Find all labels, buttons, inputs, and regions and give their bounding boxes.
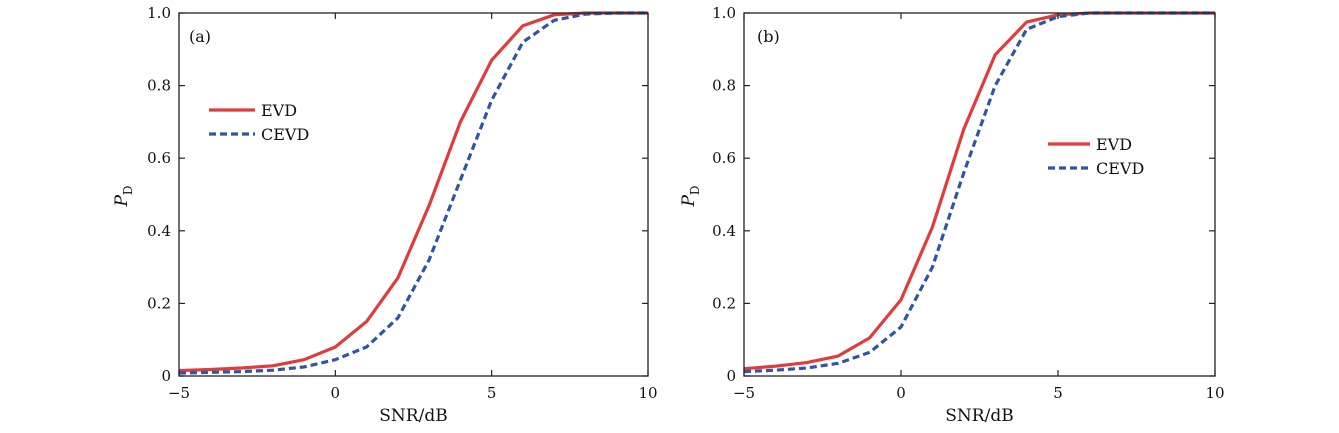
x-tick-label-a: 5 xyxy=(487,384,497,402)
y-tick-label-b: 1.0 xyxy=(712,4,736,22)
y-axis-label-main-b: P xyxy=(679,195,699,208)
plot-frame-b xyxy=(743,12,1216,377)
x-tick-label-a: 0 xyxy=(331,384,341,402)
legend-label-evd-a: EVD xyxy=(261,101,297,120)
series-line-evd-b xyxy=(743,11,1215,371)
y-tick-label-b: 0 xyxy=(726,367,736,385)
y-axis-label-sub-b: D xyxy=(688,185,702,195)
x-axis-label-b: SNR/dB xyxy=(945,406,1013,426)
x-tick-label-a: 10 xyxy=(638,384,657,402)
y-axis-label-sub-a: D xyxy=(121,185,135,195)
y-tick-label-a: 0 xyxy=(161,367,171,385)
y-axis-label-a: PD xyxy=(112,185,135,207)
chart-panel-a: (a) EVD CEVD SNR/dB PD −5 0 5 1000.20.40.60… xyxy=(112,4,658,426)
plot-area-b xyxy=(743,11,1215,374)
x-tick-label-b: 5 xyxy=(1053,384,1063,402)
x-tick-label-b: 10 xyxy=(1205,384,1224,402)
y-tick-label-a: 0.6 xyxy=(147,149,171,167)
chart-panel-b: (b) EVD CEVD SNR/dB PD −5 0 5 1000.20.40.60… xyxy=(679,4,1225,426)
series-line-evd-a xyxy=(178,11,648,373)
plot-area-a xyxy=(178,11,648,375)
y-tick-label-b: 0.4 xyxy=(712,222,736,240)
y-tick-label-a: 1.0 xyxy=(147,4,171,22)
panel-label-a: (a) xyxy=(189,27,211,46)
plot-frame-a xyxy=(178,12,649,377)
x-tick-label-a: −5 xyxy=(168,384,190,402)
legend-label-evd-b: EVD xyxy=(1096,135,1132,154)
legend-a: EVD CEVD xyxy=(209,101,309,144)
x-tick-label-b: −5 xyxy=(733,384,755,402)
y-tick-label-b: 0.8 xyxy=(712,77,736,95)
y-tick-label-b: 0.6 xyxy=(712,149,736,167)
y-axis-label-b: PD xyxy=(679,185,702,207)
y-axis-label-main-a: P xyxy=(112,195,132,208)
panel-label-b: (b) xyxy=(757,27,780,46)
legend-b: EVD CEVD xyxy=(1048,135,1144,178)
y-tick-label-b: 0.2 xyxy=(712,294,736,312)
x-tick-label-b: 0 xyxy=(896,384,906,402)
series-line-cevd-b xyxy=(743,11,1215,374)
x-axis-label-a: SNR/dB xyxy=(379,406,447,426)
y-tick-label-a: 0.2 xyxy=(147,294,171,312)
legend-label-cevd-b: CEVD xyxy=(1096,159,1144,178)
y-tick-label-a: 0.8 xyxy=(147,77,171,95)
series-line-cevd-a xyxy=(178,11,648,375)
y-tick-label-a: 0.4 xyxy=(147,222,171,240)
legend-label-cevd-a: CEVD xyxy=(261,125,309,144)
